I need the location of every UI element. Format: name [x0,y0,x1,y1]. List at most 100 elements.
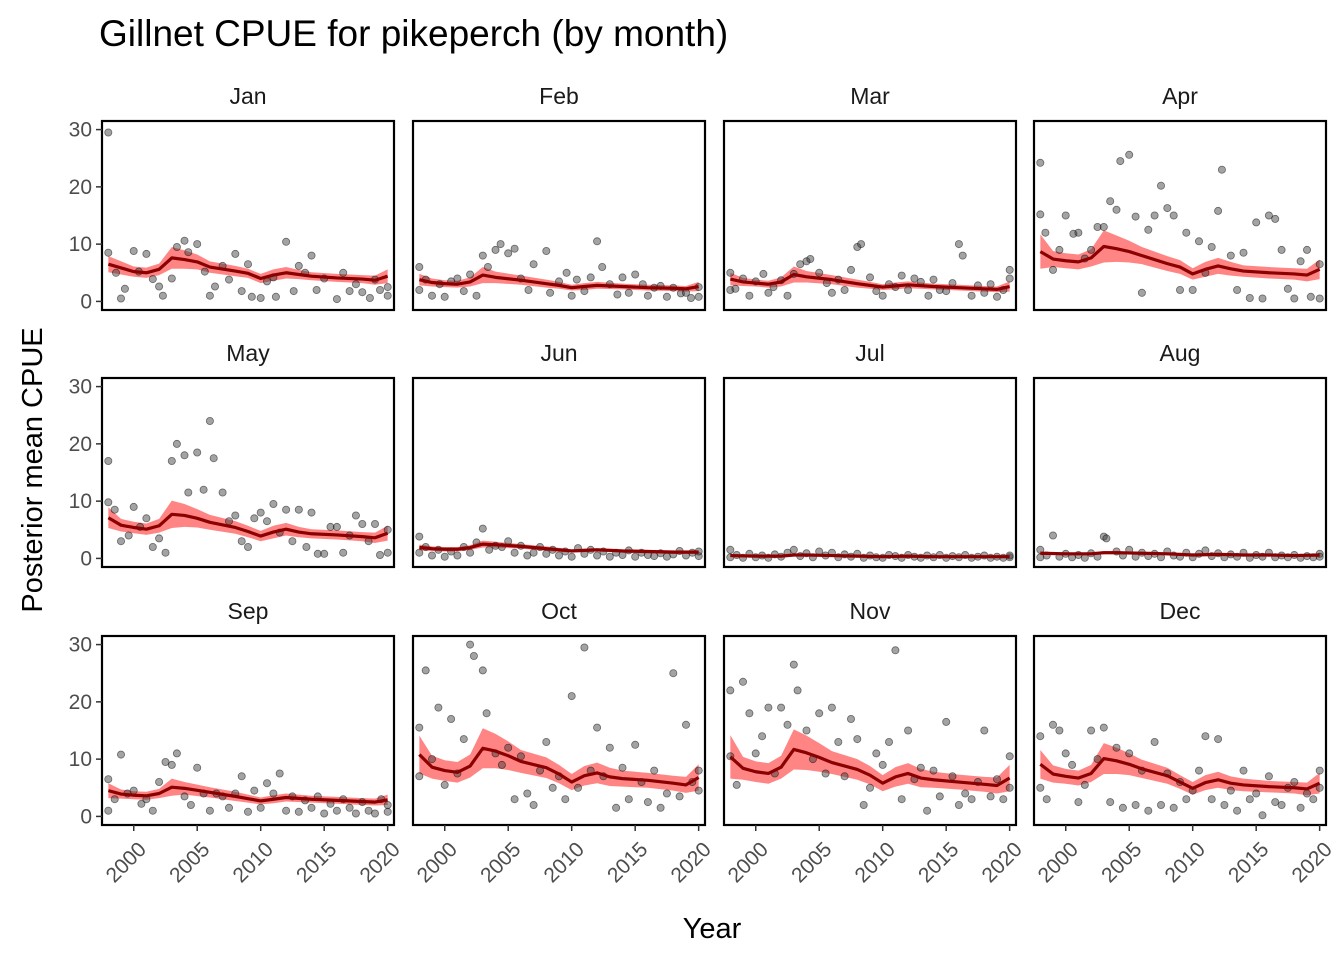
data-point [466,640,475,649]
x-tick-label: 2010 [229,838,278,887]
posterior-mean-line [107,512,389,540]
data-point [224,275,233,284]
data-point [370,809,379,818]
panel-nov: Nov 2000 2005 2010 2015 2020 [722,598,1027,887]
data-point [789,545,798,554]
data-point [112,268,121,277]
data-point [1125,749,1134,758]
data-point [1061,211,1070,220]
data-point [897,795,906,804]
data-point [184,488,193,497]
data-point [148,543,157,552]
data-point [857,240,866,249]
data-point [504,249,513,258]
panel-feb: Feb [411,83,707,312]
data-point [440,552,449,561]
panel-border [411,634,707,827]
data-point [210,282,219,291]
x-tick-label: 2005 [787,838,836,887]
data-point [440,780,449,789]
credible-band [1040,230,1320,282]
data-point [847,715,856,724]
data-point [694,292,703,301]
data-point [383,525,392,534]
data-point [726,268,735,277]
data-point [320,809,329,818]
strip-label: Feb [539,83,579,109]
y-tick-label: 30 [69,119,92,142]
data-point [1005,265,1014,274]
data-point [916,763,925,772]
data-point [1125,150,1134,159]
data-point [1041,228,1050,237]
data-point [129,502,138,511]
data-point [415,532,424,541]
data-point [923,806,932,815]
y-tick-label: 0 [80,805,92,828]
data-point [250,514,259,523]
data-point [415,262,424,271]
panel-jun: Jun [411,340,707,569]
data-point [1005,783,1014,792]
data-point [751,749,760,758]
data-point [662,292,671,301]
data-point [434,703,443,712]
posterior-mean-line [1039,756,1321,791]
data-point [1036,158,1045,167]
panel-jul: Jul [722,340,1018,569]
x-axis-title: Year [683,913,742,945]
data-point [1049,531,1058,540]
data-point [161,548,170,557]
data-point [586,273,595,282]
data-point [1283,284,1292,293]
panel-dec: Dec 2000 2005 2010 2015 2020 [1032,598,1337,887]
data-point [294,505,303,514]
data-point [1201,732,1210,741]
data-point [262,779,271,788]
x-tick-label: 2015 [1224,838,1273,887]
y-tick-label: 0 [80,290,92,313]
data-point [193,763,202,772]
credible-band [419,728,699,793]
data-point [1087,726,1096,735]
data-point [155,778,164,787]
data-point [929,766,938,775]
data-point [897,271,906,280]
data-point [1157,181,1166,190]
data-point [345,287,354,296]
posterior-mean-line [729,272,1011,291]
data-point [1303,789,1312,798]
data-point [415,723,424,732]
data-point [555,551,564,560]
data-point [1233,285,1242,294]
data-point [643,798,652,807]
x-tick-label: 2020 [667,838,716,887]
x-tick-label: 2005 [476,838,525,887]
chart-title: Gillnet CPUE for pikeperch (by month) [99,13,728,54]
data-point [370,520,379,529]
data-point [237,772,246,781]
data-point [209,454,218,463]
data-point [237,537,246,546]
data-point [567,291,576,300]
data-point [351,280,360,289]
y-axis-title: Posterior mean CPUE [17,327,49,612]
strip-label: Jul [855,340,884,366]
data-point [542,738,551,747]
x-tick-label: 2005 [1097,838,1146,887]
data-point [745,291,754,300]
data-point [650,766,659,775]
data-point [282,505,291,514]
data-point [612,803,621,812]
data-point [935,792,944,801]
data-point [243,807,252,816]
data-point [497,760,506,769]
data-point [1150,738,1159,747]
data-point [117,294,126,303]
data-point [218,488,227,497]
data-point [1099,723,1108,732]
data-point [593,237,602,246]
data-point [262,517,271,526]
data-point [1074,798,1083,807]
data-point [958,251,967,260]
